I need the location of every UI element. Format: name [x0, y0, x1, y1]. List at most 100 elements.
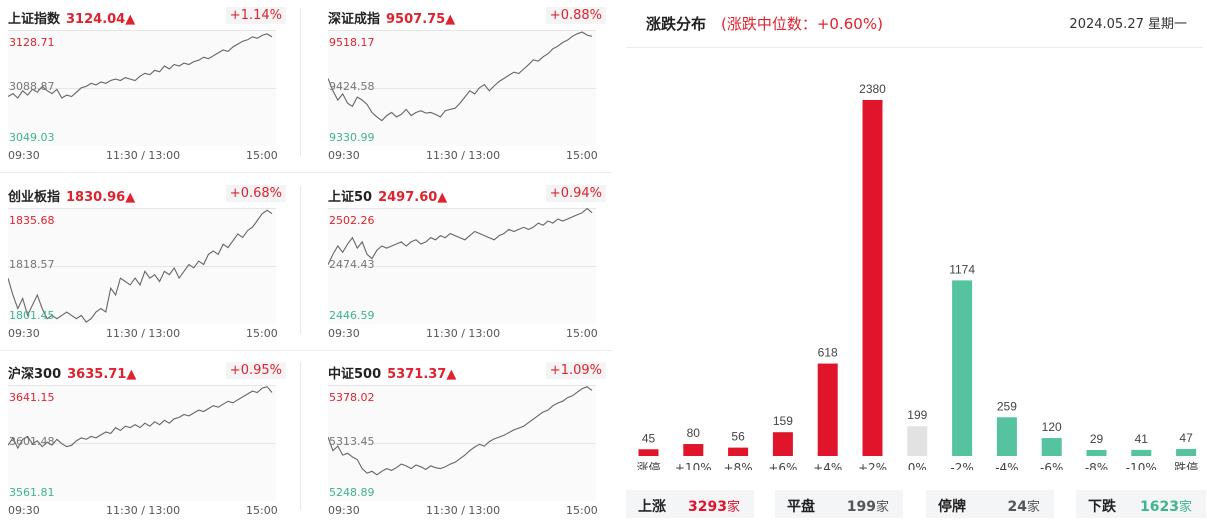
x-label-start: 09:30 — [8, 149, 40, 162]
bar-+4%[interactable] — [817, 363, 838, 456]
median-change: (涨跌中位数：+0.60%) — [721, 15, 883, 33]
index-sparkline — [8, 208, 276, 324]
summary-上涨[interactable]: 上涨 3293家 — [626, 490, 754, 518]
bar-value-label: 80 — [687, 426, 701, 440]
x-label-start: 09:30 — [8, 327, 40, 340]
index-card[interactable]: 深证成指 9507.75▲ +0.88% 9518.17 9424.58 9330.99 0… — [320, 0, 610, 172]
y-label-low: 1801.45 — [9, 309, 55, 322]
bar-+8%[interactable] — [728, 447, 749, 456]
summary-unit: 家 — [726, 500, 740, 515]
index-header: 创业板指 1830.96▲ +0.68% — [8, 185, 286, 206]
index-header: 深证成指 9507.75▲ +0.88% — [328, 7, 606, 28]
summary-count-value: 199 — [846, 499, 876, 515]
summary-count: 1623家 — [1140, 496, 1192, 515]
index-change-badge: +0.95% — [225, 362, 286, 379]
index-sparkline — [8, 385, 276, 501]
distribution-bar-chart: 45 涨停 80 +10% 56 +8% 159 +6% 618 +4% 2380 +2% 199 0% 1… — [636, 82, 1198, 470]
bar-value-label: 1174 — [949, 262, 975, 276]
x-label-start: 09:30 — [328, 149, 360, 162]
summary-label: 上涨 — [638, 499, 666, 515]
bar-category-label: -10% — [1126, 461, 1157, 470]
bar-+6%[interactable] — [772, 432, 793, 456]
index-name: 上证50 — [328, 190, 373, 205]
summary-unit: 家 — [875, 500, 889, 515]
bar--4%[interactable] — [996, 417, 1017, 456]
bar-category-label: -8% — [1085, 461, 1108, 470]
y-label-high: 1835.68 — [9, 214, 55, 227]
index-card[interactable]: 沪深300 3635.71▲ +0.95% 3641.15 3601.48 3561.81… — [0, 355, 290, 527]
price-line — [328, 386, 593, 476]
bar-+10%[interactable] — [683, 444, 704, 456]
summary-下跌[interactable]: 下跌 1623家 — [1076, 490, 1206, 518]
bar-value-label: 259 — [997, 399, 1017, 413]
bar-+2%[interactable] — [862, 100, 883, 456]
bar-0%[interactable] — [907, 426, 928, 456]
index-sparkline — [8, 30, 276, 146]
x-label-start: 09:30 — [8, 504, 40, 517]
price-line — [328, 208, 593, 266]
summary-unit: 家 — [1026, 500, 1040, 515]
distribution-panel: 涨跌分布 (涨跌中位数：+0.60%) 2024.05.27 星期一 45 涨停 8… — [626, 0, 1207, 521]
x-label-mid: 11:30 / 13:00 — [426, 149, 501, 162]
x-label-mid: 11:30 / 13:00 — [426, 327, 501, 340]
bar-category-label: +6% — [768, 461, 797, 470]
bar--6%[interactable] — [1041, 438, 1062, 456]
y-label-high: 3641.15 — [9, 391, 55, 404]
index-card[interactable]: 上证50 2497.60▲ +0.94% 2502.26 2474.43 2446.59 0… — [320, 178, 610, 350]
y-label-low: 3049.03 — [9, 131, 55, 144]
bar--8%[interactable] — [1086, 450, 1107, 456]
bar-value-label: 29 — [1090, 432, 1104, 446]
y-label-mid: 9424.58 — [329, 80, 375, 93]
trade-date: 2024.05.27 星期一 — [1069, 17, 1187, 32]
bar--2%[interactable] — [952, 280, 973, 456]
summary-count-value: 3293 — [688, 499, 727, 515]
index-card[interactable]: 上证指数 3124.04▲ +1.14% 3128.71 3088.87 3049.03 0… — [0, 0, 290, 172]
index-name: 上证指数 — [8, 12, 61, 27]
bar-value-label: 45 — [642, 431, 656, 445]
bar-category-label: +2% — [858, 461, 887, 470]
y-label-low: 9330.99 — [329, 131, 375, 144]
bar-value-label: 618 — [818, 346, 838, 360]
y-label-high: 3128.71 — [9, 36, 55, 49]
x-label-start: 09:30 — [328, 327, 360, 340]
y-label-low: 2446.59 — [329, 309, 375, 322]
index-card[interactable]: 中证500 5371.37▲ +1.09% 5378.02 5313.45 5248.89… — [320, 355, 610, 527]
summary-停牌[interactable]: 停牌 24家 — [926, 490, 1054, 518]
row-divider — [0, 350, 612, 351]
y-label-mid: 1818.57 — [9, 258, 55, 271]
x-label-end: 15:00 — [246, 327, 278, 340]
bar-value-label: 2380 — [859, 82, 886, 96]
column-divider — [300, 8, 301, 156]
x-label-end: 15:00 — [246, 149, 278, 162]
x-label-mid: 11:30 / 13:00 — [106, 327, 181, 340]
summary-count-value: 24 — [1007, 499, 1027, 515]
index-header: 沪深300 3635.71▲ +0.95% — [8, 362, 286, 383]
row-divider — [0, 172, 612, 173]
y-label-high: 5378.02 — [329, 391, 375, 404]
index-value: 9507.75▲ — [386, 12, 456, 27]
bar-category-label: +4% — [813, 461, 842, 470]
index-card[interactable]: 创业板指 1830.96▲ +0.68% 1835.68 1818.57 1801.45 0… — [0, 178, 290, 350]
x-label-end: 15:00 — [566, 327, 598, 340]
summary-label: 下跌 — [1088, 499, 1116, 515]
bar-涨停[interactable] — [638, 449, 659, 456]
summary-平盘[interactable]: 平盘 199家 — [775, 490, 903, 518]
x-label-mid: 11:30 / 13:00 — [106, 504, 181, 517]
distribution-title: 涨跌分布 — [646, 15, 707, 33]
x-label-end: 15:00 — [566, 504, 598, 517]
y-label-mid: 5313.45 — [329, 435, 375, 448]
summary-count: 3293家 — [688, 496, 740, 515]
index-panel: 上证指数 3124.04▲ +1.14% 3128.71 3088.87 3049.03 0… — [0, 0, 612, 517]
bar-跌停[interactable] — [1176, 448, 1197, 456]
index-change-badge: +0.68% — [225, 185, 286, 202]
price-line — [8, 386, 273, 450]
bar-category-label: -2% — [950, 461, 973, 470]
y-label-low: 3561.81 — [9, 486, 55, 499]
index-value: 3635.71▲ — [67, 367, 137, 382]
column-divider — [300, 186, 301, 334]
bar-category-label: +10% — [675, 461, 712, 470]
bar--10%[interactable] — [1131, 449, 1152, 456]
index-value: 5371.37▲ — [387, 367, 457, 382]
index-value: 1830.96▲ — [66, 190, 136, 205]
x-label-end: 15:00 — [246, 504, 278, 517]
